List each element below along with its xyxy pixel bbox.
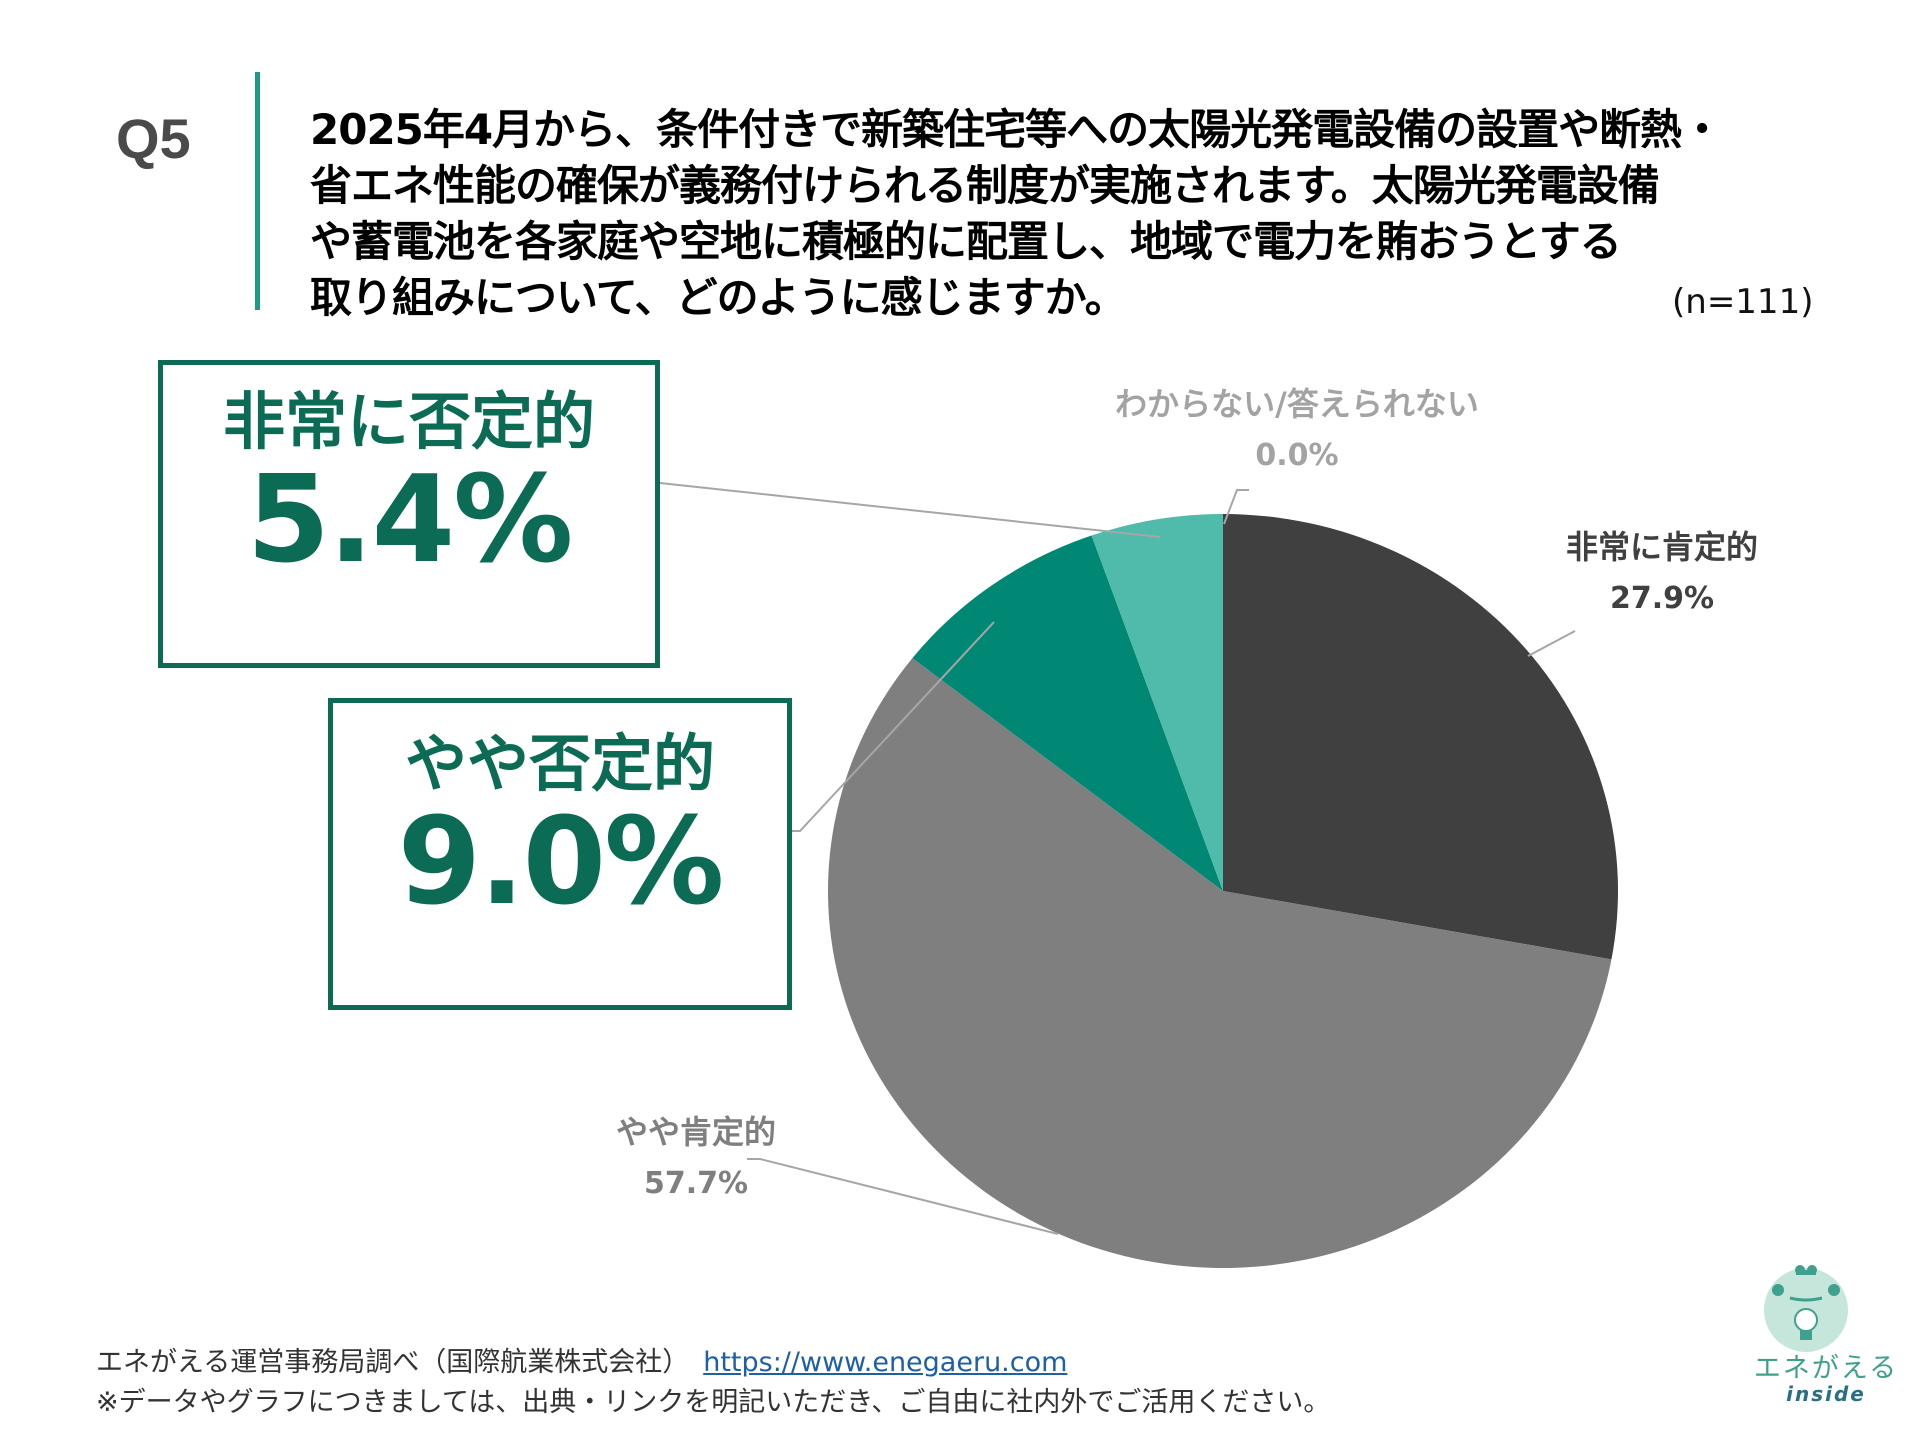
leader-lines <box>659 482 1576 1235</box>
pie-slice <box>1091 514 1223 891</box>
source-text: エネがえる運営事務局調べ（国際航業株式会社） <box>96 1347 690 1378</box>
callout-label: 非常に否定的 <box>222 385 595 458</box>
callout-value: 5.4% <box>246 451 574 590</box>
data-label-value: 57.7% <box>643 1166 749 1201</box>
data-label-very-positive: 非常に肯定的 27.9% <box>1557 527 1767 619</box>
footer-source-line: エネがえる運営事務局調べ（国際航業株式会社） https://www.enegae… <box>96 1343 1330 1383</box>
source-link[interactable]: https://www.enegaeru.com <box>703 1347 1068 1378</box>
data-label-unknown: わからない/答えられない 0.0% <box>1097 384 1497 476</box>
header-divider <box>255 72 260 310</box>
leader-line-unknown <box>1223 489 1249 525</box>
pie-slice <box>1223 514 1618 960</box>
callout-somewhat-negative: やや否定的 9.0% <box>328 698 792 1010</box>
pie-slice <box>912 535 1223 891</box>
data-label-name: わからない/答えられない <box>1115 385 1479 423</box>
usage-note: ※データやグラフにつきましては、出典・リンクを明記いただき、ご自由に社内外でご活… <box>96 1387 1331 1418</box>
question-number: Q5 <box>116 107 191 170</box>
data-label-value: 0.0% <box>1255 438 1339 473</box>
data-label-somewhat-positive: やや肯定的 57.7% <box>608 1112 784 1204</box>
logo-subtext: inside <box>1786 1382 1866 1406</box>
leader-line-somewhat-positive <box>747 1158 1059 1235</box>
callout-value: 9.0% <box>397 793 725 932</box>
data-label-name: 非常に肯定的 <box>1565 528 1758 566</box>
question-text: 2025年4月から、条件付きで新築住宅等への太陽光発電設備の設置や断熱・ 省エネ… <box>310 102 1870 326</box>
leader-line-somewhat-negative <box>790 621 995 832</box>
data-label-value: 27.9% <box>1609 581 1715 616</box>
data-label-name: やや肯定的 <box>615 1113 776 1151</box>
brand-logo: エネがえる inside <box>1754 1262 1896 1432</box>
leader-line-very-positive <box>1527 630 1576 657</box>
pie-slice <box>827 658 1612 1269</box>
callout-very-negative: 非常に否定的 5.4% <box>158 360 660 668</box>
question-line: 取り組みについて、どのように感じますか。 <box>310 273 1127 322</box>
frog-lightbulb-icon <box>1764 1265 1848 1352</box>
callout-label: やや否定的 <box>404 727 715 800</box>
sample-size: (n=111) <box>1672 282 1814 322</box>
pie-slices <box>827 514 1618 1269</box>
question-line: 2025年4月から、条件付きで新築住宅等への太陽光発電設備の設置や断熱・ <box>310 105 1723 154</box>
leader-line-very-negative <box>659 482 1161 538</box>
logo-text: エネがえる <box>1753 1353 1899 1384</box>
question-line: 省エネ性能の確保が義務付けられる制度が実施されます。太陽光発電設備 <box>310 161 1660 210</box>
footer: エネがえる運営事務局調べ（国際航業株式会社） https://www.enegae… <box>96 1343 1330 1423</box>
question-line: や蓄電池を各家庭や空地に積極的に配置し、地域で電力を賄おうとする <box>310 217 1622 266</box>
